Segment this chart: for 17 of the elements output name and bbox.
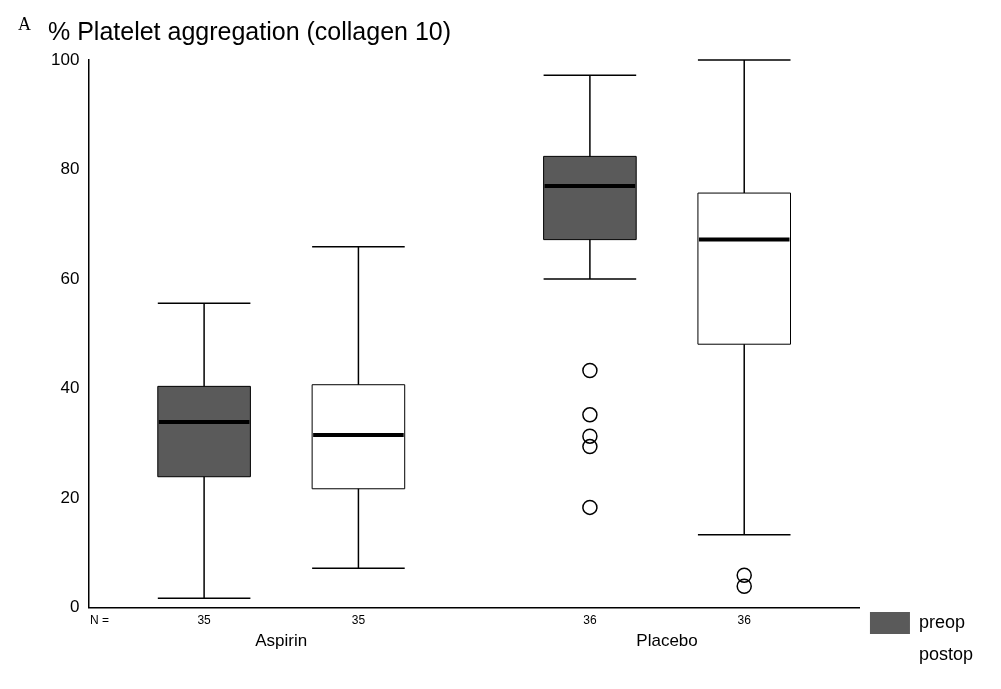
text: 36 xyxy=(583,612,597,627)
y-tick-label: 0 xyxy=(69,597,80,617)
chart-title: % Platelet aggregation (collagen 10) xyxy=(48,16,452,45)
x-tick-label: Placebo xyxy=(636,631,698,651)
y-tick-label: 100 xyxy=(50,49,80,69)
text: postop xyxy=(918,643,973,664)
y-tick-label: 20 xyxy=(60,487,80,507)
text: A xyxy=(18,14,31,34)
legend-label: preop xyxy=(918,611,965,632)
y-tick-label: 80 xyxy=(60,159,80,179)
y-tick-label: 60 xyxy=(60,268,80,288)
text: 35 xyxy=(197,612,212,627)
text: N = xyxy=(90,612,110,627)
y-tick-label: 40 xyxy=(60,378,80,398)
text: 35 xyxy=(351,612,366,627)
x-tick-label: Aspirin xyxy=(255,631,308,651)
text: 36 xyxy=(737,612,752,627)
